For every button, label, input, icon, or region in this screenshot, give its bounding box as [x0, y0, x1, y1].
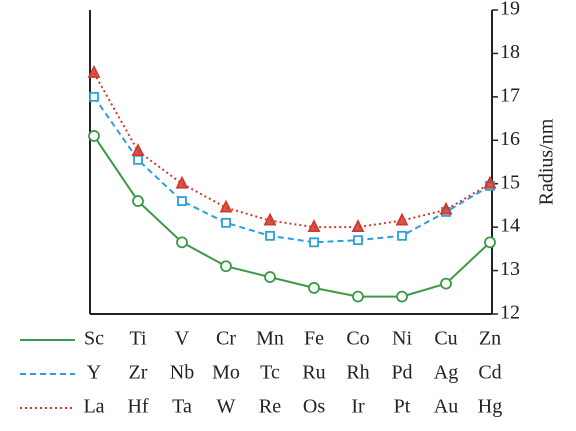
x-label: Hf	[127, 396, 148, 418]
marker	[395, 212, 409, 226]
y-tick-label: 17	[500, 84, 520, 106]
marker	[89, 91, 99, 102]
x-label: Ir	[351, 396, 365, 418]
x-label: Cr	[216, 328, 236, 350]
x-label: Co	[346, 328, 369, 350]
x-label: Y	[87, 362, 101, 384]
y-tick-label: 16	[500, 128, 520, 150]
y-tick-label: 19	[500, 0, 520, 20]
x-label: V	[175, 328, 190, 350]
x-label: Zn	[479, 328, 501, 350]
x-label: Pt	[394, 396, 411, 418]
marker	[439, 201, 453, 215]
marker	[265, 230, 275, 241]
series-line	[93, 96, 491, 244]
x-label: Zr	[129, 362, 148, 384]
x-label: Os	[303, 396, 325, 418]
x-label: Re	[259, 396, 281, 418]
marker	[353, 235, 363, 246]
marker	[175, 175, 189, 189]
marker	[220, 260, 232, 273]
marker	[308, 282, 320, 294]
x-label: Mo	[212, 362, 240, 384]
y-tick-label: 12	[500, 302, 520, 324]
marker	[484, 236, 496, 249]
marker	[221, 217, 231, 228]
y-tick-label: 13	[500, 258, 520, 280]
x-label: Fe	[304, 328, 324, 350]
marker	[351, 219, 365, 233]
marker	[176, 236, 188, 249]
x-label: Ti	[129, 328, 147, 350]
x-label: Cu	[434, 328, 457, 350]
y-axis-label: Radius/nm	[536, 118, 558, 205]
x-label: Ag	[434, 362, 458, 384]
marker	[307, 219, 321, 233]
marker	[263, 212, 277, 226]
marker	[87, 64, 101, 78]
marker	[88, 130, 100, 142]
x-label: Tc	[260, 362, 280, 384]
y-tick-label: 18	[500, 41, 520, 63]
marker	[131, 143, 145, 157]
marker	[177, 196, 187, 206]
y-tick-label: 15	[500, 171, 520, 193]
marker	[309, 237, 319, 248]
marker	[483, 175, 497, 189]
series-line	[93, 72, 491, 229]
x-label: Pd	[391, 362, 412, 384]
marker	[352, 290, 364, 303]
x-label: Hg	[478, 396, 502, 418]
x-label: Nb	[170, 362, 194, 384]
series-line	[93, 135, 491, 298]
x-label: Au	[434, 396, 458, 418]
marker	[440, 277, 452, 290]
x-label: Ni	[392, 328, 412, 350]
marker	[264, 271, 276, 283]
marker	[396, 290, 408, 303]
x-label: Cd	[478, 362, 501, 384]
x-label: La	[83, 396, 104, 418]
y-tick-label: 14	[500, 215, 520, 237]
x-label: Ta	[172, 396, 192, 418]
x-label: Sc	[84, 328, 104, 350]
x-label: Mn	[256, 328, 284, 350]
marker	[133, 154, 143, 165]
x-label: Ru	[302, 362, 325, 384]
marker	[132, 195, 144, 207]
x-label: W	[217, 396, 236, 418]
marker	[397, 230, 407, 241]
marker	[219, 199, 233, 213]
x-label: Rh	[346, 362, 369, 384]
